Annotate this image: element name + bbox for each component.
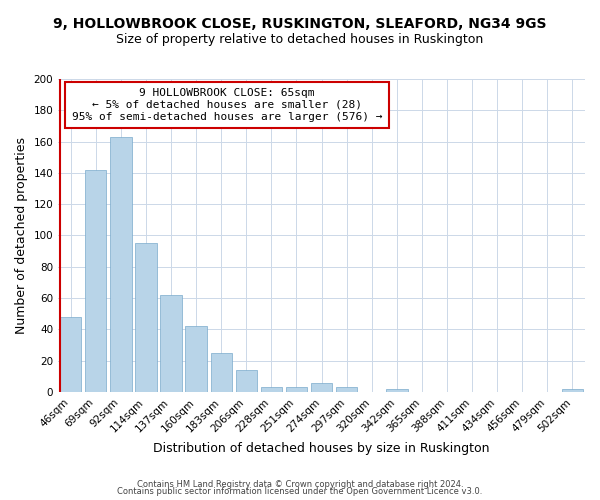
Bar — [261, 388, 282, 392]
Bar — [236, 370, 257, 392]
Bar — [85, 170, 106, 392]
Bar — [211, 353, 232, 392]
Bar — [136, 244, 157, 392]
X-axis label: Distribution of detached houses by size in Ruskington: Distribution of detached houses by size … — [154, 442, 490, 455]
Text: 9, HOLLOWBROOK CLOSE, RUSKINGTON, SLEAFORD, NG34 9GS: 9, HOLLOWBROOK CLOSE, RUSKINGTON, SLEAFO… — [53, 18, 547, 32]
Bar — [160, 295, 182, 392]
Bar — [336, 388, 358, 392]
Bar — [311, 382, 332, 392]
Bar — [386, 389, 407, 392]
Text: Size of property relative to detached houses in Ruskington: Size of property relative to detached ho… — [116, 32, 484, 46]
Text: Contains public sector information licensed under the Open Government Licence v3: Contains public sector information licen… — [118, 487, 482, 496]
Bar — [562, 389, 583, 392]
Bar — [286, 388, 307, 392]
Text: 9 HOLLOWBROOK CLOSE: 65sqm
← 5% of detached houses are smaller (28)
95% of semi-: 9 HOLLOWBROOK CLOSE: 65sqm ← 5% of detac… — [71, 88, 382, 122]
Bar — [185, 326, 207, 392]
Text: Contains HM Land Registry data © Crown copyright and database right 2024.: Contains HM Land Registry data © Crown c… — [137, 480, 463, 489]
Y-axis label: Number of detached properties: Number of detached properties — [15, 137, 28, 334]
Bar — [110, 137, 131, 392]
Bar — [60, 317, 82, 392]
